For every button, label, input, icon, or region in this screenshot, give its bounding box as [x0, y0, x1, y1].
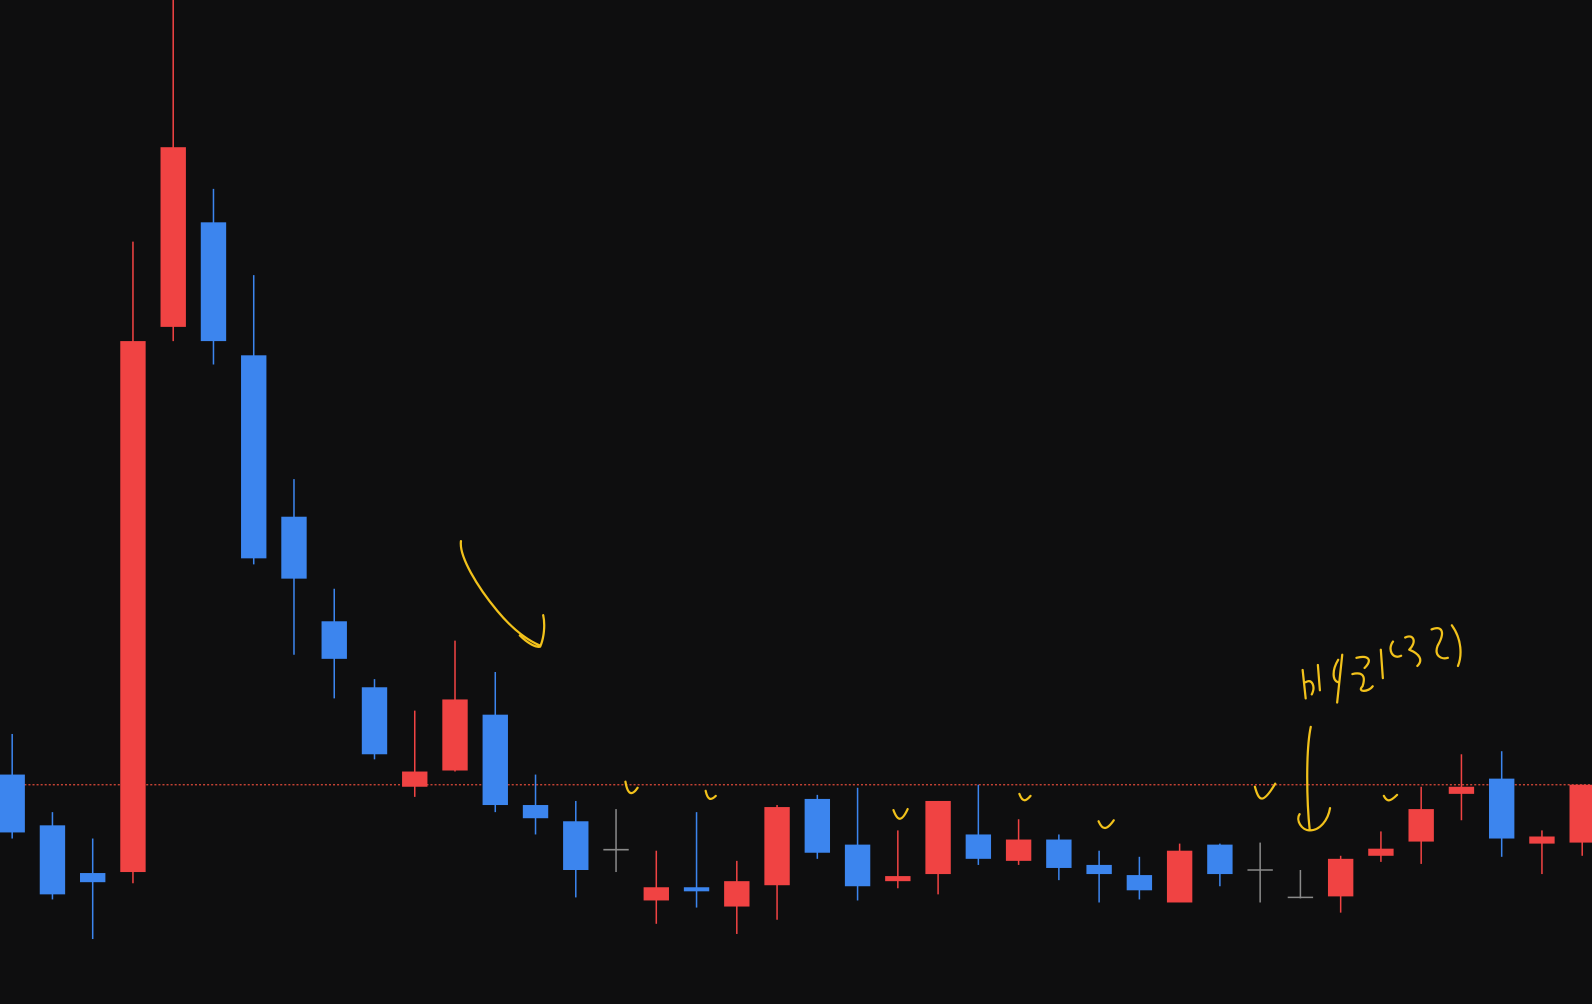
- annotation-down-arrow: [1297, 725, 1332, 832]
- candle-body: [764, 807, 790, 886]
- candle-body: [361, 687, 388, 755]
- check-mark: [1097, 819, 1115, 830]
- annotation-arrowhead: [518, 614, 546, 648]
- candle-body: [1408, 809, 1434, 842]
- candle-body: [80, 873, 106, 883]
- check-mark: [704, 789, 717, 801]
- candle-body: [965, 834, 992, 859]
- candle-body: [724, 881, 750, 907]
- candle-body: [563, 821, 589, 870]
- candle-body: [39, 825, 66, 895]
- candle-body: [804, 798, 831, 853]
- candle-body: [1368, 848, 1394, 856]
- check-mark: [1382, 793, 1399, 802]
- candle-body: [1046, 839, 1072, 868]
- candle-body: [160, 147, 186, 327]
- candle-body: [0, 774, 25, 833]
- check-mark: [1018, 792, 1032, 802]
- candle-body: [925, 800, 951, 875]
- candle-body: [683, 887, 710, 892]
- candle-body: [844, 844, 871, 887]
- candle-body: [1529, 836, 1555, 844]
- candle-body: [1327, 858, 1354, 897]
- annotations: [459, 539, 1462, 832]
- candle-body: [1166, 850, 1193, 903]
- candle-body: [1207, 844, 1233, 875]
- candle-body: [402, 771, 428, 787]
- candle-body: [885, 876, 911, 882]
- candle-body: [120, 341, 146, 873]
- candle-body: [1488, 778, 1515, 839]
- annotation-arrow: [459, 539, 542, 647]
- candle-body: [1569, 784, 1592, 843]
- check-mark: [892, 807, 909, 820]
- candle-body: [482, 714, 508, 806]
- candle-body: [522, 805, 549, 819]
- candle-body: [281, 516, 307, 579]
- candle-body: [321, 621, 347, 659]
- candle-body: [1086, 864, 1112, 875]
- candles: [0, 0, 1592, 940]
- candle-body: [1448, 786, 1475, 794]
- candle-body: [200, 222, 227, 342]
- candle-body: [442, 699, 468, 771]
- candle-body: [1005, 839, 1032, 861]
- candle-body: [643, 887, 669, 901]
- check-mark: [1253, 782, 1277, 800]
- candle-body: [1126, 875, 1153, 891]
- check-mark: [624, 780, 639, 795]
- candle-body: [241, 355, 267, 559]
- handwritten-note: [1301, 624, 1462, 704]
